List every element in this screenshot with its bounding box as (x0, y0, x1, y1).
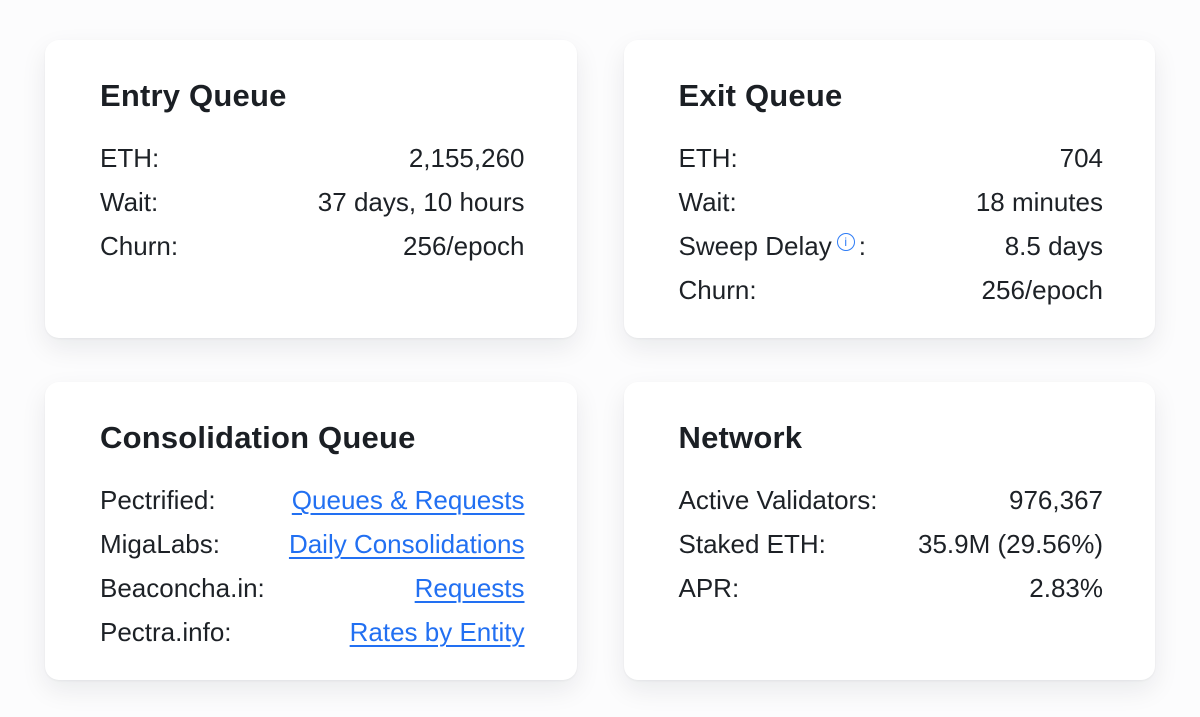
network-rows: Active Validators: 976,367 Staked ETH: 3… (679, 478, 1104, 610)
dashboard-grid: Entry Queue ETH: 2,155,260 Wait: 37 days… (45, 40, 1155, 680)
stat-label: Wait: (678, 187, 737, 217)
link-row-pectra-info: Pectra.info: Rates by Entity (100, 610, 525, 654)
card-entry-queue: Entry Queue ETH: 2,155,260 Wait: 37 days… (45, 40, 577, 338)
stat-row-eth: ETH: 704 (679, 136, 1104, 180)
stat-row-apr: APR: 2.83% (679, 566, 1104, 610)
stat-label: Wait: (100, 187, 159, 217)
stat-value: 18 minutes (975, 187, 1103, 217)
stat-label: APR: (678, 573, 740, 603)
link-row-migalabs: MigaLabs: Daily Consolidations (100, 522, 525, 566)
card-consolidation-queue: Consolidation Queue Pectrified: Queues &… (45, 382, 577, 680)
consolidation-queue-title: Consolidation Queue (100, 420, 416, 455)
info-icon[interactable]: i (836, 233, 855, 251)
stat-row-wait: Wait: 37 days, 10 hours (100, 180, 525, 224)
link-queues-and-requests[interactable]: Queues & Requests (291, 485, 525, 515)
stat-row-churn: Churn: 256/epoch (100, 224, 525, 268)
exit-queue-rows: ETH: 704 Wait: 18 minutes Sweep Delay i: … (679, 136, 1104, 312)
link-requests[interactable]: Requests (414, 573, 525, 603)
stat-row-staked-eth: Staked ETH: 35.9M (29.56%) (679, 522, 1104, 566)
consolidation-queue-rows: Pectrified: Queues & Requests MigaLabs: … (100, 478, 525, 654)
link-row-beaconcha-in: Beaconcha.in: Requests (100, 566, 525, 610)
card-network: Network Active Validators: 976,367 Stake… (623, 382, 1155, 680)
stat-value: 35.9M (29.56%) (918, 529, 1103, 559)
stat-value: 37 days, 10 hours (317, 187, 525, 217)
stat-value: 704 (1059, 143, 1103, 173)
exit-queue-title: Exit Queue (678, 78, 843, 113)
stat-label: MigaLabs: (100, 529, 220, 559)
sweep-delay-label: Sweep Delay (678, 231, 832, 261)
stat-value: 976,367 (1009, 485, 1103, 515)
stat-label: Pectra.info: (100, 617, 232, 647)
stat-label: Beaconcha.in: (100, 573, 265, 603)
stat-label: Churn: (100, 231, 179, 261)
stat-label: Active Validators: (678, 485, 878, 515)
stat-label: ETH: (678, 143, 738, 173)
stat-row-wait: Wait: 18 minutes (679, 180, 1104, 224)
stat-label: Pectrified: (100, 485, 216, 515)
entry-queue-rows: ETH: 2,155,260 Wait: 37 days, 10 hours C… (100, 136, 525, 268)
stat-value: 256/epoch (981, 275, 1103, 305)
stat-row-churn: Churn: 256/epoch (679, 268, 1104, 312)
network-title: Network (678, 420, 803, 455)
stat-row-sweep-delay: Sweep Delay i: 8.5 days (679, 224, 1104, 268)
stat-value: 8.5 days (1004, 231, 1103, 261)
link-row-pectrified: Pectrified: Queues & Requests (100, 478, 525, 522)
stat-label: Churn: (678, 275, 757, 305)
stat-value: 2,155,260 (408, 143, 525, 173)
link-rates-by-entity[interactable]: Rates by Entity (349, 617, 525, 647)
stat-value: 2.83% (1029, 573, 1103, 603)
link-daily-consolidations[interactable]: Daily Consolidations (288, 529, 525, 559)
sweep-delay-colon: : (858, 231, 866, 261)
card-exit-queue: Exit Queue ETH: 704 Wait: 18 minutes Swe… (623, 40, 1155, 338)
stat-label: Sweep Delay i: (679, 224, 866, 268)
stat-label: ETH: (100, 143, 160, 173)
stat-value: 256/epoch (403, 231, 525, 261)
stat-row-eth: ETH: 2,155,260 (100, 136, 525, 180)
entry-queue-title: Entry Queue (100, 78, 287, 113)
stat-row-active-validators: Active Validators: 976,367 (679, 478, 1104, 522)
stat-label: Staked ETH: (678, 529, 826, 559)
